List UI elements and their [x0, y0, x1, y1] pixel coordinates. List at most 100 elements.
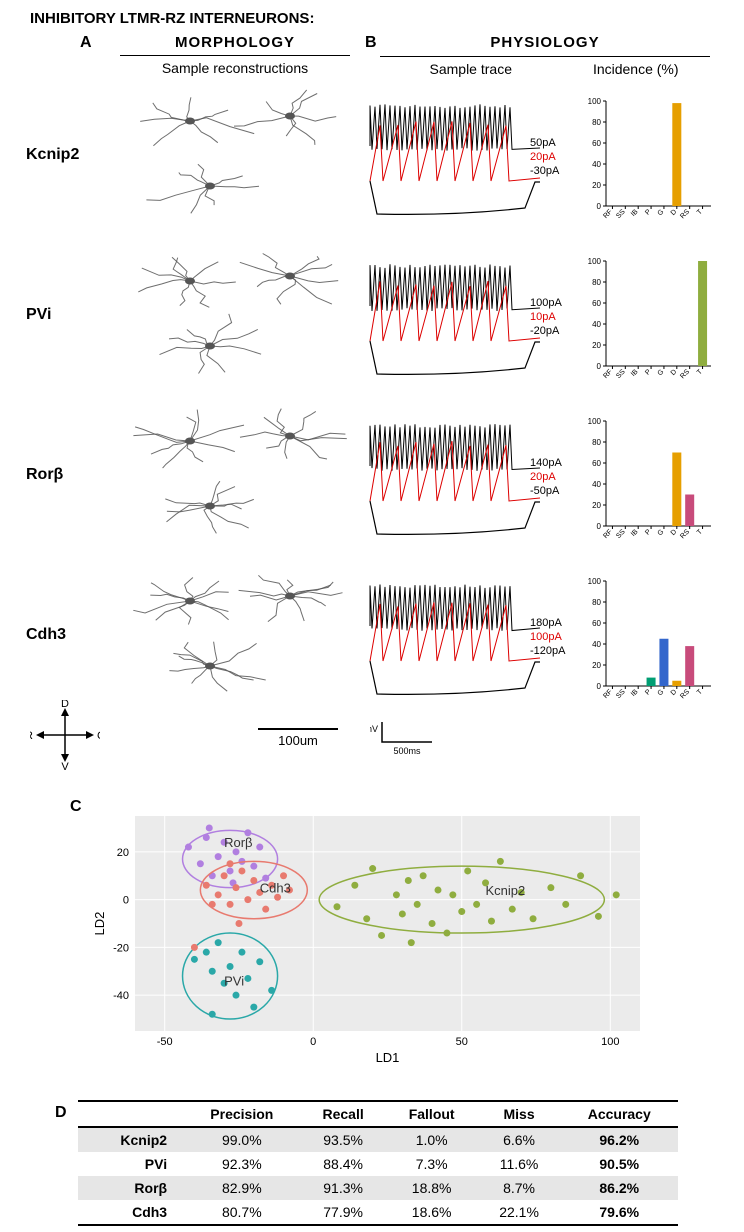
metrics-table-container: PrecisionRecallFalloutMissAccuracyKcnip2…	[78, 1100, 678, 1226]
metrics-table: PrecisionRecallFalloutMissAccuracyKcnip2…	[78, 1100, 678, 1226]
svg-text:IB: IB	[630, 368, 640, 378]
morphology-sketch	[120, 246, 350, 401]
compass-c: C	[97, 730, 100, 742]
trace-scalebar: 20mV 500ms	[370, 720, 470, 763]
row-name-label: PVi	[26, 306, 106, 324]
svg-text:P: P	[644, 528, 652, 536]
trace-current-labels: 180pA100pA-120pA	[530, 616, 565, 658]
table-cell: 8.7%	[478, 1176, 561, 1200]
svg-text:60: 60	[592, 459, 601, 468]
col-b-header: PHYSIOLOGY	[380, 34, 710, 53]
svg-text:20: 20	[592, 181, 601, 190]
table-cell: 1.0%	[386, 1127, 478, 1152]
row-name-label: Rorβ	[26, 466, 106, 484]
table-cell: 7.3%	[386, 1152, 478, 1176]
table-cell: 92.3%	[183, 1152, 300, 1176]
sub-b-left: Sample trace	[380, 56, 562, 77]
sub-a-header: Sample reconstructions	[120, 55, 350, 76]
svg-text:RS: RS	[679, 688, 691, 700]
svg-text:0: 0	[597, 682, 602, 691]
svg-text:0: 0	[597, 202, 602, 211]
svg-text:PVi: PVi	[224, 974, 244, 989]
panel-c-label: C	[70, 798, 82, 816]
trace-current-labels: 140pA20pA-50pA	[530, 456, 562, 498]
svg-text:40: 40	[592, 320, 601, 329]
morphology-sketch	[120, 566, 350, 721]
orientation-compass: D V R C	[30, 700, 100, 770]
svg-text:-40: -40	[113, 990, 129, 1002]
table-cell: 90.5%	[560, 1152, 678, 1176]
incidence-bar-chart: 020406080100RFSSIBPGDRST	[580, 576, 715, 711]
svg-text:LD1: LD1	[376, 1050, 400, 1065]
table-header: Fallout	[386, 1101, 478, 1127]
svg-text:20: 20	[592, 501, 601, 510]
figure-title: INHIBITORY LTMR-RZ INTERNEURONS:	[0, 0, 744, 33]
incidence-bar-chart: 020406080100RFSSIBPGDRST	[580, 96, 715, 231]
svg-text:IB: IB	[630, 528, 640, 538]
column-b-header-wrap: B PHYSIOLOGY	[380, 34, 710, 53]
svg-text:100: 100	[588, 257, 602, 266]
svg-text:P: P	[644, 368, 652, 376]
table-cell: 11.6%	[478, 1152, 561, 1176]
svg-text:0: 0	[597, 522, 602, 531]
table-cell: Cdh3	[78, 1200, 183, 1225]
table-cell: 18.6%	[386, 1200, 478, 1225]
table-header: Recall	[301, 1101, 386, 1127]
table-cell: 96.2%	[560, 1127, 678, 1152]
table-cell: 86.2%	[560, 1176, 678, 1200]
table-header: Miss	[478, 1101, 561, 1127]
svg-text:80: 80	[592, 118, 601, 127]
panel-b-label: B	[365, 34, 377, 52]
table-cell: 22.1%	[478, 1200, 561, 1225]
table-row: PVi92.3%88.4%7.3%11.6%90.5%	[78, 1152, 678, 1176]
svg-text:Kcnip2: Kcnip2	[486, 883, 526, 898]
svg-text:RF: RF	[602, 688, 614, 700]
svg-text:RF: RF	[602, 208, 614, 220]
table-header: Precision	[183, 1101, 300, 1127]
table-cell: Rorβ	[78, 1176, 183, 1200]
svg-text:80: 80	[592, 278, 601, 287]
table-cell: 6.6%	[478, 1127, 561, 1152]
table-row: Cdh380.7%77.9%18.6%22.1%79.6%	[78, 1200, 678, 1225]
neuron-row: Kcnip2 50pA20pA-30pA020406080100RFSSIBPG…	[0, 86, 744, 246]
compass-r: R	[30, 730, 33, 742]
svg-text:-20: -20	[113, 942, 129, 954]
svg-text:SS: SS	[615, 688, 627, 700]
sub-b-right: Incidence (%)	[562, 56, 711, 77]
svg-text:0: 0	[310, 1036, 316, 1048]
svg-text:100um: 100um	[278, 733, 318, 747]
table-cell: PVi	[78, 1152, 183, 1176]
svg-text:50: 50	[456, 1036, 468, 1048]
svg-text:T: T	[696, 528, 704, 536]
svg-text:P: P	[644, 208, 652, 216]
table-header	[78, 1101, 183, 1127]
svg-text:RS: RS	[679, 528, 691, 540]
svg-text:IB: IB	[630, 208, 640, 218]
svg-text:100: 100	[588, 417, 602, 426]
svg-text:RF: RF	[602, 368, 614, 380]
svg-text:40: 40	[592, 480, 601, 489]
svg-text:D: D	[670, 208, 679, 217]
svg-text:T: T	[696, 208, 704, 216]
svg-text:60: 60	[592, 139, 601, 148]
table-row: Kcnip299.0%93.5%1.0%6.6%96.2%	[78, 1127, 678, 1152]
svg-text:80: 80	[592, 438, 601, 447]
svg-text:20: 20	[592, 661, 601, 670]
svg-text:100: 100	[588, 577, 602, 586]
table-cell: 80.7%	[183, 1200, 300, 1225]
panel-a-label: A	[80, 34, 92, 52]
svg-text:40: 40	[592, 640, 601, 649]
svg-text:T: T	[696, 368, 704, 376]
svg-text:D: D	[670, 368, 679, 377]
svg-text:RS: RS	[679, 208, 691, 220]
svg-text:-50: -50	[157, 1036, 173, 1048]
svg-text:Rorβ: Rorβ	[224, 835, 252, 850]
svg-text:IB: IB	[630, 688, 640, 698]
incidence-bar-chart: 020406080100RFSSIBPGDRST	[580, 416, 715, 551]
svg-text:P: P	[644, 688, 652, 696]
column-a-header-wrap: A MORPHOLOGY Sample reconstructions	[120, 34, 350, 76]
trace-current-labels: 50pA20pA-30pA	[530, 136, 559, 178]
svg-text:LD2: LD2	[92, 912, 107, 936]
incidence-bar-chart: 020406080100RFSSIBPGDRST	[580, 256, 715, 391]
svg-text:RF: RF	[602, 528, 614, 540]
